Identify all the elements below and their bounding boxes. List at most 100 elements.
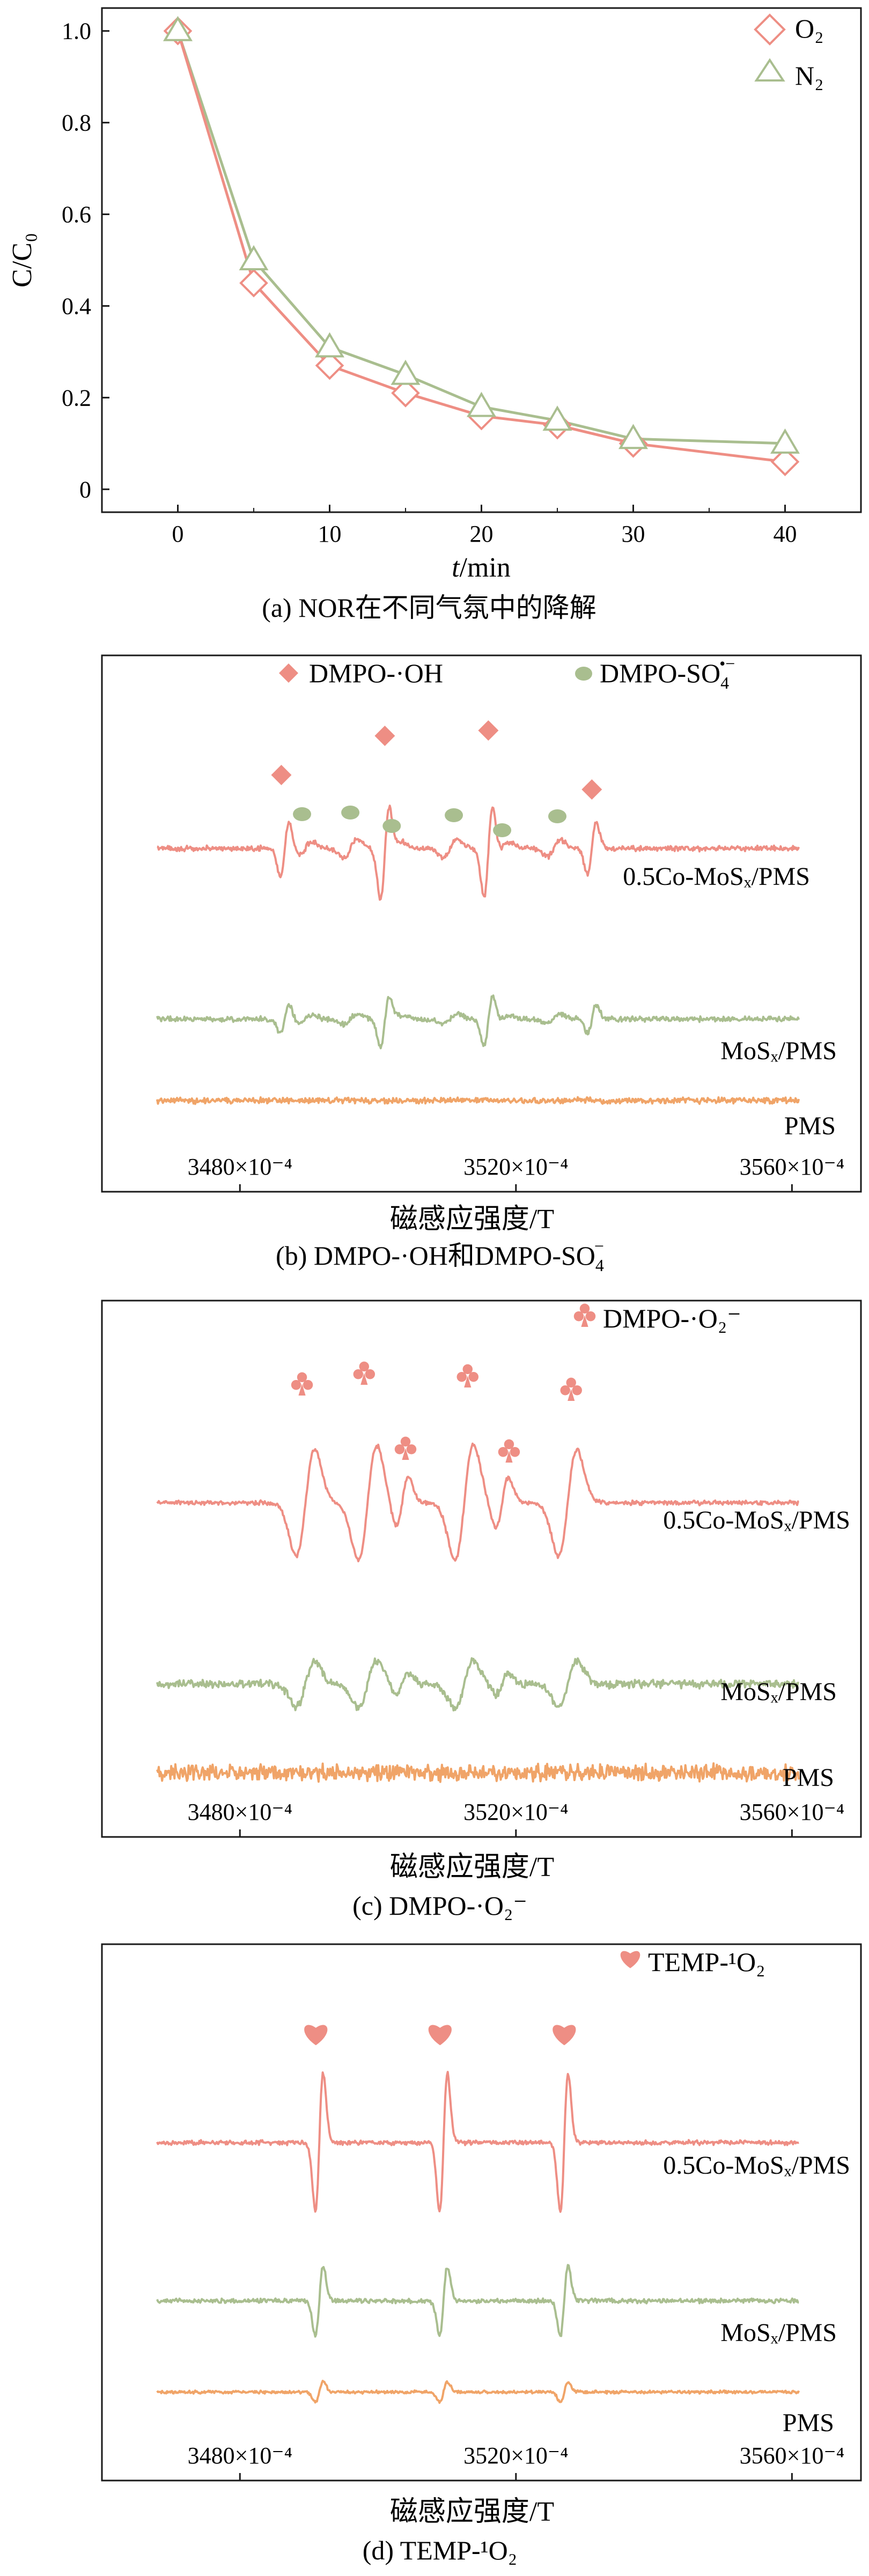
dmpo-oh-diamond-marker [374,726,395,746]
panel-d-peak-markers [304,2025,576,2046]
panel-a-plot-frame [101,7,862,513]
club-stem [581,1315,588,1327]
panel-d-trace-label-pms: PMS [783,2409,834,2437]
panel-a-y-tick-label: 0.8 [62,110,91,136]
panel-c-caption: (c) DMPO-·O₂⁻ [352,1891,527,1921]
club-peak-marker [456,1364,479,1387]
club-lobe-right [303,1379,313,1390]
n2-data-point [391,359,421,385]
trace-pms [156,1096,800,1105]
n2-data-point [770,428,800,454]
n2-data-point [239,245,269,270]
club-lobe-left [498,1446,509,1457]
panel-a-x-tick-label: 30 [622,521,645,547]
panel-b-x-axis: 3480×10⁻⁴ 3520×10⁻⁴ 3560×10⁻⁴ [188,1154,844,1192]
n2-data-point [163,16,193,41]
club-lobe-left [456,1371,467,1382]
trace-co-mos-pms [156,2071,799,2213]
o2-data-point [239,268,268,298]
panel-a-x-tick-label: 40 [774,521,797,547]
dmpo-so4-ellipse-marker [493,823,512,837]
n2-data-point [315,332,344,358]
club-lobe-right [406,1444,417,1455]
panel-b-legend-so4: DMPO-SO4•− [600,654,735,692]
dmpo-oh-diamond-marker [271,765,292,785]
panel-b-legend-so4-base: DMPO-SO [600,658,720,688]
club-stem [402,1448,409,1460]
panel-a-x-axis-title: t/min [452,552,511,583]
dmpo-so4-ellipse-marker [341,806,360,820]
panel-c-trace-label-pms: PMS [783,1763,834,1792]
panel-d-frame [101,1943,862,2482]
legend-n2-label: N₂ [795,61,824,91]
panel-d-x-tick-label: 3520×10⁻⁴ [463,2442,568,2469]
dmpo-so4-ellipse-marker [382,819,401,833]
n2-data-point [542,405,572,431]
panel-b-trace-label-pms: PMS [784,1112,836,1140]
o2-data-point [315,351,344,380]
panel-c-frame [101,1300,862,1838]
club-lobe-left [394,1444,405,1455]
panel-a-series [163,16,800,476]
panel-b-caption-base: (b) DMPO-·OH和DMPO-SO [276,1241,595,1271]
panel-a-y-axis-title: C/C₀ [7,233,38,287]
dmpo-so4-ellipse-marker [445,808,463,822]
legend-o2-diamond-marker [754,13,786,46]
panel-c-x-axis: 3480×10⁻⁴ 3520×10⁻⁴ 3560×10⁻⁴ [188,1799,844,1837]
panel-d-trace-label-co: 0.5Co-MoSₓ/PMS [663,2151,850,2180]
panel-c-x-tick-label: 3520×10⁻⁴ [463,1799,568,1825]
club-icon [573,1303,596,1327]
series-o2-line [176,31,785,463]
o2-data-point [391,378,420,408]
panel-b-x-tick-label: 3480×10⁻⁴ [188,1154,292,1180]
panel-b-legend-so4-sup: •− [719,654,735,673]
panel-c-trace-label-mos: MoSₓ/PMS [720,1678,837,1706]
dmpo-so4-legend-ellipse-icon [575,667,592,681]
panel-b-legend-so4-sub: 4 [720,673,729,692]
panel-d-x-axis-title: 磁感应强度/T [390,2497,554,2527]
club-legend-glyph [573,1303,596,1327]
panel-b-caption-sup: − [594,1236,604,1256]
panel-b-frame [101,654,862,1193]
club-stem [360,1373,368,1385]
trace-mos-pms [156,2264,799,2338]
club-lobe-left [291,1379,301,1390]
panel-c-x-tick-label: 3480×10⁻⁴ [188,1799,292,1825]
club-lobe-top [504,1439,514,1450]
n2-data-point [618,424,648,449]
club-peak-marker [394,1436,417,1460]
club-lobe-left [353,1369,364,1379]
panel-c-legend-label: DMPO-·O₂⁻ [603,1303,741,1333]
o2-data-point [770,447,800,476]
series-n2-line [176,30,785,445]
panel-b-x-tick-label: 3560×10⁻⁴ [740,1154,844,1180]
club-lobe-right [585,1311,596,1322]
club-lobe-right [365,1369,375,1379]
panel-b-caption-sub: 4 [595,1256,604,1275]
trace-pms [156,1762,800,1783]
panel-c-peak-markers [291,1361,582,1463]
panel-b-trace-label-mos: MoSₓ/PMS [720,1037,837,1065]
panel-a-x-axis: 0 10 20 30 40 [172,505,797,547]
panel-b-traces [156,804,800,1105]
panel-c-x-tick-label: 3560×10⁻⁴ [740,1799,844,1825]
panel-c-x-axis-title: 磁感应强度/T [390,1852,554,1883]
heart-peak-marker [553,2025,576,2046]
club-peak-marker [498,1439,520,1463]
panel-a-y-tick-label: 0.4 [62,293,91,319]
panel-c-trace-label-co: 0.5Co-MoSₓ/PMS [663,1506,850,1534]
panel-d-x-tick-label: 3480×10⁻⁴ [188,2442,292,2469]
trace-co-mos-pms [157,804,800,901]
heart-legend-glyph [620,1951,640,1968]
panel-a-caption: (a) NOR在不同气氛中的降解 [262,593,596,623]
legend-n2-triangle-marker [754,58,785,82]
club-peak-marker [291,1372,313,1396]
panel-a-y-tick-label: 0.2 [62,385,91,411]
heart-icon [620,1951,640,1968]
club-lobe-right [468,1371,479,1382]
club-stem [568,1389,575,1401]
club-lobe-left [573,1311,584,1322]
panel-a-legend: O₂ N₂ [754,13,824,91]
club-lobe-top [400,1436,411,1447]
club-stem [298,1384,306,1396]
